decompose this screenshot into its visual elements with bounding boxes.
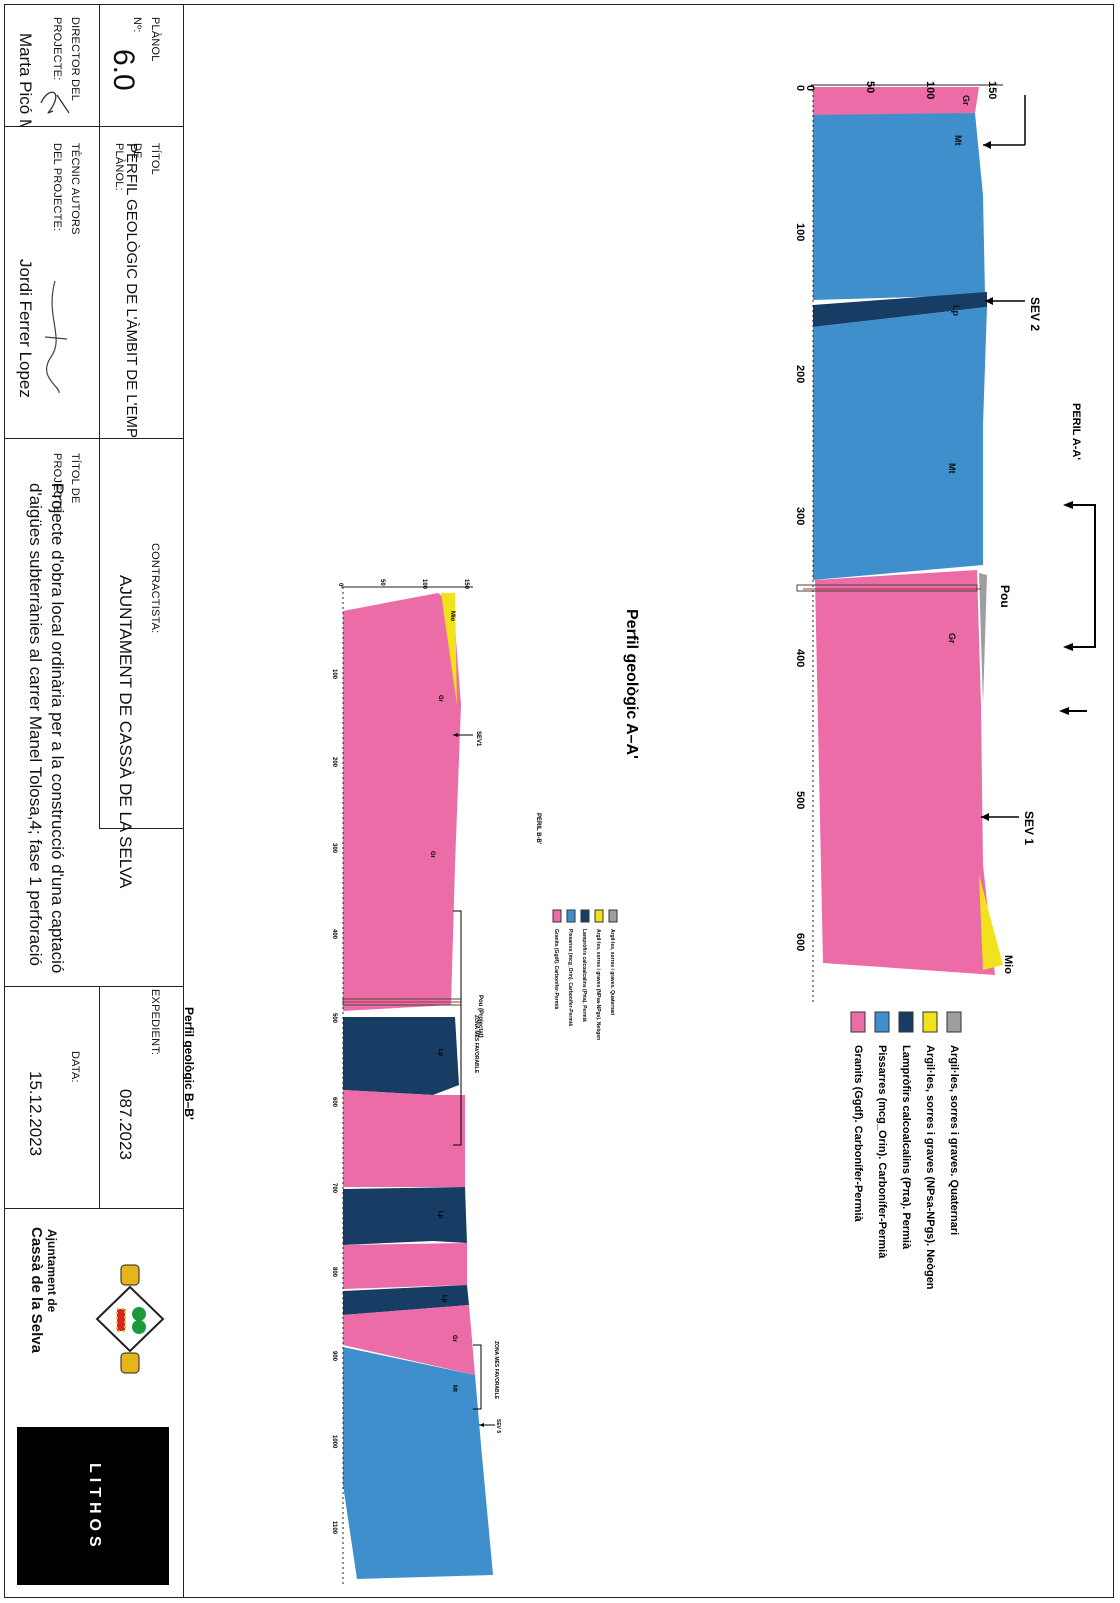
a-title: Perfil geològic A–A' <box>623 609 640 759</box>
section-a-distance-ticks: 0 100 200 300 400 500 600 <box>794 85 806 951</box>
municipal-shield-logo <box>95 1264 165 1374</box>
a-sev1-label: SEV 1 <box>1022 811 1036 845</box>
tecnic-label: TÈCNIC AUTORS DEL PROJECTE: <box>51 143 81 235</box>
expedient-cell: EXPEDIENT: 087.2023 DATA: 15.12.2023 <box>5 987 183 1209</box>
b-sev5-label: SEV 5 <box>495 1419 501 1433</box>
b-unit-1: Gr <box>429 851 435 859</box>
b-dist-tick-2: 300 <box>331 843 337 854</box>
b-sev1-label: SEV1 <box>475 731 481 747</box>
titol-planol-value: PERFIL GEOLÒGIC DE L'ÀMBIT DE L'EMPLAÇAM… <box>123 143 140 439</box>
b-zona2-label: ZONA MÉS FAVORABLE <box>493 1341 501 1400</box>
project-cell: CONTRACTISTA: AJUNTAMENT DE CASSÀ DE LA … <box>5 439 183 987</box>
a-dist-tick-2: 200 <box>794 365 806 383</box>
a-dist-tick-1: 100 <box>794 223 806 241</box>
b-mio-label: Mio <box>449 611 455 622</box>
tecnic-name: Jordi Ferrer Lopez <box>16 259 35 398</box>
a-depth-tick-3: 150 <box>986 81 998 99</box>
a-dist-tick-0: 0 <box>794 85 806 91</box>
lithos-brand: LITHOS <box>86 1463 103 1552</box>
a-depth-tick-1: 50 <box>864 81 876 93</box>
legend-s-2: Lampròfirs calcoalcalins (Pπa). Permià <box>581 929 587 1022</box>
legend-s-4: Granits (Ggdf). Carbonífer-Permià <box>553 929 559 1010</box>
legend-small: Argil·les, sorres i graves. Quaternari A… <box>552 909 618 1040</box>
a-unit-1: Mt <box>953 135 963 146</box>
titol-projecte-line2: d'aigües subterrànies al carrer Manel To… <box>26 483 45 966</box>
b-title: Perfil geològic B–B' <box>183 1007 196 1120</box>
b-unit-3: Lp <box>437 1211 443 1219</box>
director-name: Marta Picó Micaló <box>16 33 35 127</box>
b-dist-tick-6: 700 <box>331 1183 337 1194</box>
title-block: PLÀNOL Nº: 6.0 DIRECTOR DEL PROJECTE: Ma… <box>5 5 184 1597</box>
legend-l-2: Lampròfirs calcoalcalins (Pπa). Permià <box>900 1045 912 1250</box>
legend-l-3: Pissarres (mcg_Orin). Carbonífer-Permià <box>876 1045 888 1259</box>
a-unit-0: Gr <box>961 95 971 106</box>
b-unit-0: Gr <box>437 695 443 703</box>
director-signature <box>40 91 70 114</box>
geologic-profiles: 0 50 100 150 0 100 200 300 400 500 600 S… <box>183 81 1096 1585</box>
b-line-label: PERIL B-B' <box>535 813 541 845</box>
data-value: 15.12.2023 <box>26 1071 45 1157</box>
b-dist-tick-3: 400 <box>331 929 337 940</box>
logo-cell: Ajuntament de Cassà de la Selva LITHOS <box>5 1209 183 1597</box>
b-dist-tick-10: 1100 <box>331 1521 337 1535</box>
b-unit-4: Lp <box>441 1295 447 1303</box>
section-b: 0 50 100 150 100 200 300 400 500 600 700… <box>183 579 541 1585</box>
contractista-label: CONTRACTISTA: <box>149 543 161 634</box>
b-dist-tick-7: 800 <box>331 1267 337 1278</box>
a-dist-tick-4: 400 <box>794 649 806 667</box>
b-depth-tick-2: 100 <box>421 579 427 590</box>
b-dist-tick-9: 1000 <box>331 1435 337 1449</box>
planol-cell: PLÀNOL Nº: 6.0 DIRECTOR DEL PROJECTE: Ma… <box>5 5 183 127</box>
tecnic-signature <box>44 280 68 394</box>
b-unit-6: Mt <box>451 1385 457 1392</box>
legend-s-3: Pissarres (mcg_Orin). Carbonífer-Permià <box>567 929 573 1026</box>
a-depth-tick-0: 0 <box>804 85 816 91</box>
logo-line2: Cassà de la Selva <box>28 1227 45 1353</box>
expedient-label: EXPEDIENT: <box>149 989 161 1056</box>
legend-l-4: Granits (Ggdf). Carbonífer-Permià <box>852 1045 864 1223</box>
b-pou-label: Pou (Projectat) <box>477 995 483 1038</box>
drawing-frame: PLÀNOL Nº: 6.0 DIRECTOR DEL PROJECTE: Ma… <box>4 4 1114 1598</box>
legend-l-1: Argil·les, sorres i graves (NPsa-NPgs). … <box>924 1045 936 1290</box>
section-a: 0 50 100 150 0 100 200 300 400 500 600 S… <box>623 81 1096 1005</box>
a-unit-4: Gr <box>947 633 957 644</box>
titol-planol-cell: TÍTOL DE PLÀNOL: PERFIL GEOLÒGIC DE L'ÀM… <box>5 127 183 439</box>
b-dist-tick-4: 500 <box>331 1013 337 1024</box>
b-dist-tick-8: 900 <box>331 1351 337 1362</box>
a-depth-tick-2: 100 <box>924 81 936 99</box>
contractista-value: AJUNTAMENT DE CASSÀ DE LA SELVA <box>116 575 135 889</box>
legend-l-0: Argil·les, sorres i graves. Quaternari <box>948 1045 960 1235</box>
b-unit-2: Lp <box>437 1049 443 1057</box>
a-dist-tick-5: 500 <box>794 791 806 809</box>
section-a-depth-ticks: 0 50 100 150 <box>804 81 998 99</box>
a-unit-2: Lp <box>951 305 961 316</box>
titol-projecte-line1: Projecte d'obra local ordinària per a la… <box>48 483 67 974</box>
b-depth-tick-3: 150 <box>463 579 469 590</box>
a-mio-label: Mio <box>1002 955 1014 974</box>
a-dist-tick-3: 300 <box>794 507 806 525</box>
b-dist-tick-5: 600 <box>331 1097 337 1108</box>
b-zona1-label: ZONA MÉS FAVORABLE <box>473 1015 481 1074</box>
b-dist-tick-1: 200 <box>331 757 337 768</box>
data-label: DATA: <box>69 1051 81 1083</box>
expedient-value: 087.2023 <box>116 1089 135 1160</box>
b-dist-tick-0: 100 <box>331 669 337 680</box>
b-unit-5: Gr <box>451 1335 457 1343</box>
b-depth-tick-1: 50 <box>379 579 385 586</box>
a-sev2-label: SEV 2 <box>1028 297 1042 331</box>
a-pou-label: Pou <box>998 585 1012 608</box>
legend-s-0: Argil·les, sorres i graves. Quaternari <box>609 929 615 1016</box>
b-depth-tick-0: 0 <box>337 583 343 587</box>
lithos-logo: LITHOS <box>17 1427 169 1585</box>
legend-s-1: Argil·les, sorres i graves (NPsa-NPgs). … <box>595 929 601 1040</box>
a-dist-tick-6: 600 <box>794 933 806 951</box>
logo-line1: Ajuntament de <box>45 1229 59 1313</box>
a-line-label: PERIL A-A' <box>1070 403 1082 460</box>
planol-value: 6.0 <box>107 49 140 91</box>
legend-large: Argil·les, sorres i graves. Quaternari A… <box>850 1011 962 1290</box>
a-unit-3: Mt <box>947 463 957 474</box>
